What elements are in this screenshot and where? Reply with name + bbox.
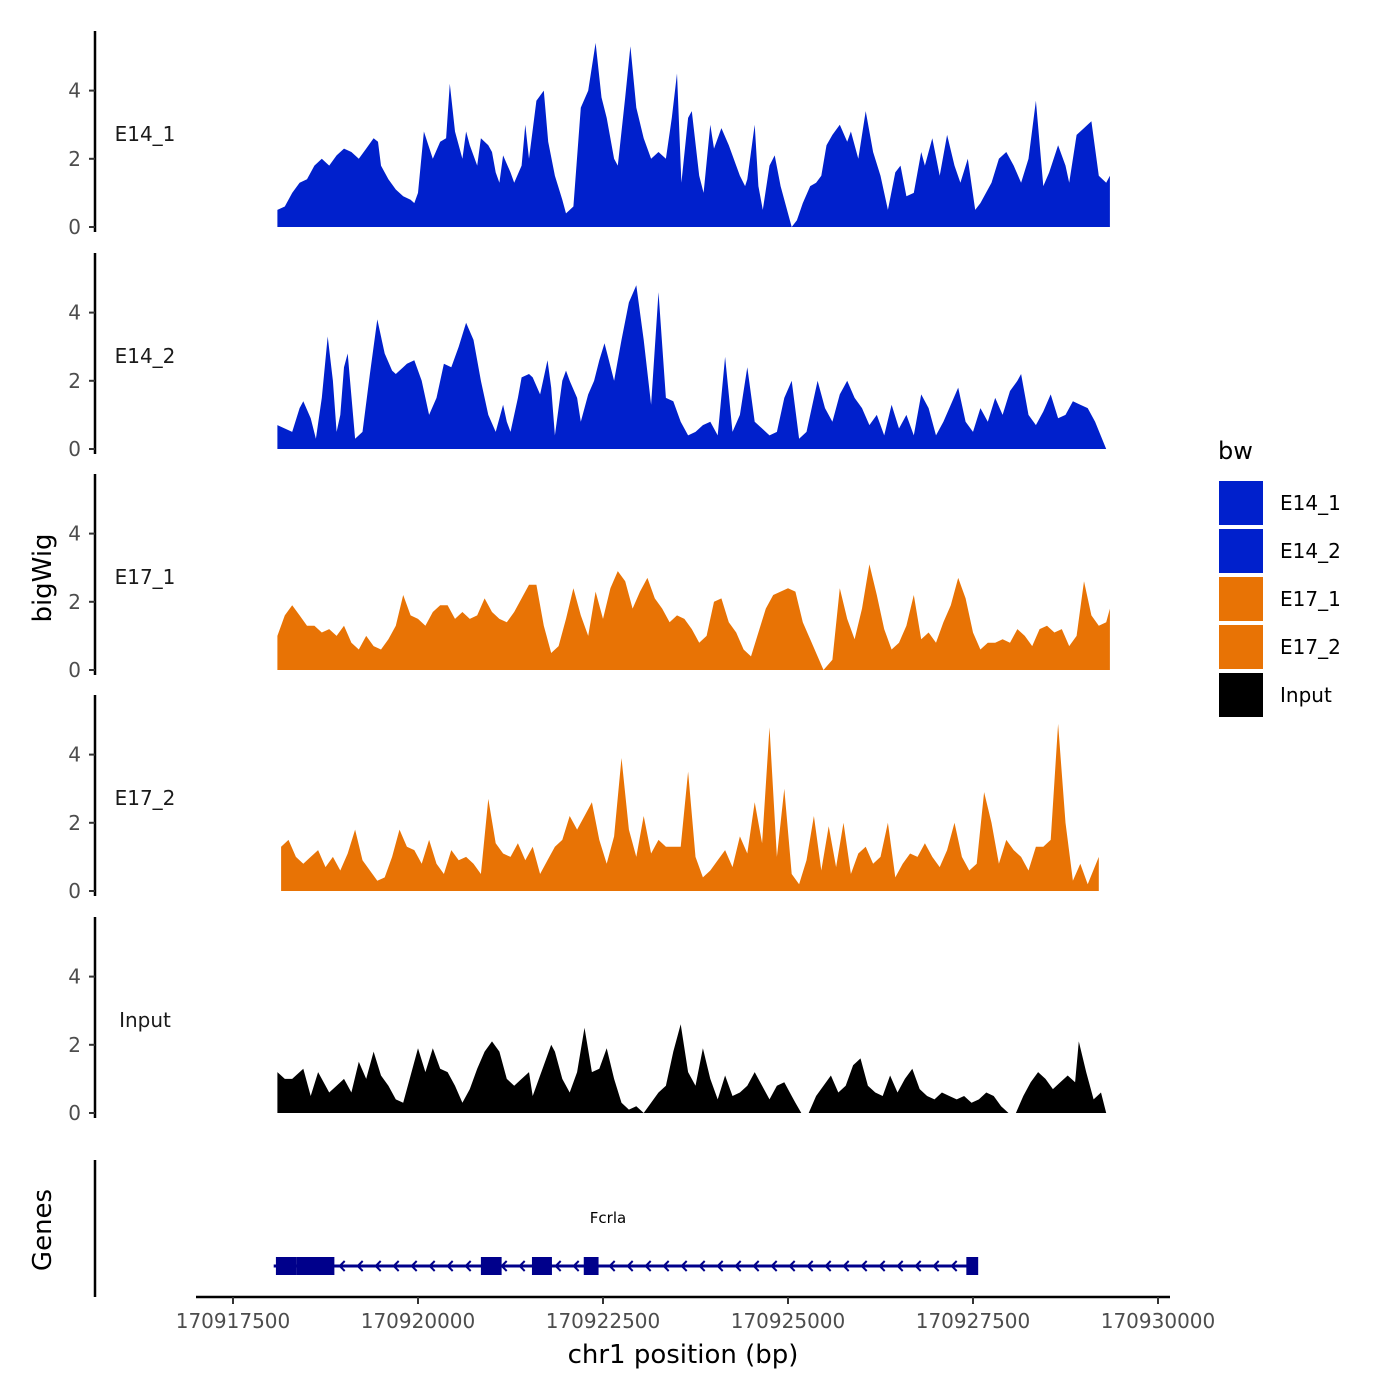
gene-exon xyxy=(966,1257,979,1275)
strand-arrow xyxy=(572,1260,580,1272)
track-E17_2: 0 2 4 E17_2 xyxy=(68,695,1099,903)
strand-arrow xyxy=(752,1260,760,1272)
y-tick-label: 0 xyxy=(68,879,81,903)
y-tick-label: 2 xyxy=(68,811,81,835)
strand-arrow xyxy=(554,1260,562,1272)
gene-Fcrla: Fcrla xyxy=(273,1209,979,1275)
legend-swatch-E17_1 xyxy=(1219,577,1263,621)
y-tick-label: 2 xyxy=(68,1033,81,1057)
y-tick-label: 2 xyxy=(68,147,81,171)
track-E14_1: 0 2 4 E14_1 xyxy=(68,31,1110,239)
legend-swatch-E14_1 xyxy=(1219,481,1263,525)
x-axis-title: chr1 position (bp) xyxy=(568,1340,799,1370)
x-tick-label: 170922500 xyxy=(546,1309,661,1333)
strand-arrow xyxy=(518,1260,526,1272)
y-tick-label: 0 xyxy=(68,1101,81,1125)
y-tick-label: 0 xyxy=(68,437,81,461)
y-tick-label: 0 xyxy=(68,215,81,239)
strand-arrow xyxy=(662,1260,670,1272)
gene-layer: Fcrla xyxy=(93,1160,979,1297)
strand-arrow xyxy=(734,1260,742,1272)
strand-arrow xyxy=(860,1260,868,1272)
strand-arrow xyxy=(914,1260,922,1272)
strand-arrow xyxy=(608,1260,616,1272)
track-label-E17_1: E17_1 xyxy=(115,565,176,589)
strand-arrow xyxy=(392,1260,400,1272)
y-tick-label: 4 xyxy=(68,965,81,989)
strand-arrow xyxy=(410,1260,418,1272)
strand-arrow xyxy=(500,1260,508,1272)
x-tick-label: 170917500 xyxy=(176,1309,291,1333)
legend-label-E14_1: E14_1 xyxy=(1280,491,1341,515)
y-tick-label: 4 xyxy=(68,79,81,103)
strand-arrow xyxy=(626,1260,634,1272)
strand-arrow xyxy=(788,1260,796,1272)
strand-arrow xyxy=(842,1260,850,1272)
legend-label-E17_2: E17_2 xyxy=(1280,635,1341,659)
x-tick-label: 170920000 xyxy=(361,1309,476,1333)
strand-arrow xyxy=(680,1260,688,1272)
strand-arrow xyxy=(356,1260,364,1272)
strand-arrow xyxy=(806,1260,814,1272)
legend-swatch-E14_2 xyxy=(1219,529,1263,573)
y-tick-label: 4 xyxy=(68,301,81,325)
y-tick-label: 2 xyxy=(68,369,81,393)
legend-swatch-Input xyxy=(1219,673,1263,717)
legend-label-E17_1: E17_1 xyxy=(1280,587,1341,611)
x-axis: 170917500 170920000 170922500 170925000 1709… xyxy=(176,1295,1216,1333)
y-tick-label: 4 xyxy=(68,743,81,767)
legend-swatch-E17_2 xyxy=(1219,625,1263,669)
gene-exon xyxy=(275,1257,297,1275)
legend-label-Input: Input xyxy=(1280,683,1332,707)
strand-arrow xyxy=(770,1260,778,1272)
signal-area-E14_1 xyxy=(277,42,1110,228)
track-label-E14_2: E14_2 xyxy=(115,344,176,368)
legend-title: bw xyxy=(1218,437,1253,465)
tracks-layer: 0 2 4 E14_1 0 2 4 E14_2 0 2 4 E17_1 0 2 4 E17_2 0 2 4 Input xyxy=(68,31,1110,1125)
x-tick-label: 170925000 xyxy=(731,1309,846,1333)
track-E14_2: 0 2 4 E14_2 xyxy=(68,253,1107,461)
strand-arrow xyxy=(698,1260,706,1272)
legend-label-E14_2: E14_2 xyxy=(1280,539,1341,563)
track-label-E14_1: E14_1 xyxy=(115,122,176,146)
strand-arrow xyxy=(446,1260,454,1272)
strand-arrow xyxy=(950,1260,958,1272)
signal-area-E17_1 xyxy=(277,564,1110,670)
y-tick-label: 0 xyxy=(68,658,81,682)
legend: bw E14_1 E14_2 E17_1 E17_2 Input xyxy=(1218,437,1341,717)
strand-arrow xyxy=(428,1260,436,1272)
track-label-Input: Input xyxy=(119,1008,171,1032)
gene-exon xyxy=(531,1257,552,1275)
strand-arrow xyxy=(716,1260,724,1272)
strand-arrow xyxy=(896,1260,904,1272)
y-axis-title: bigWig xyxy=(28,533,58,622)
signal-area-E17_2 xyxy=(281,723,1099,891)
gene-exon xyxy=(480,1257,502,1275)
y-tick-label: 4 xyxy=(68,522,81,546)
track-label-E17_2: E17_2 xyxy=(115,786,176,810)
strand-arrow xyxy=(338,1260,346,1272)
y-tick-label: 2 xyxy=(68,590,81,614)
strand-arrow xyxy=(464,1260,472,1272)
genes-axis-title: Genes xyxy=(28,1189,58,1271)
strand-arrow xyxy=(932,1260,940,1272)
strand-arrow xyxy=(374,1260,382,1272)
strand-arrow xyxy=(644,1260,652,1272)
strand-arrow xyxy=(824,1260,832,1272)
signal-area-Input xyxy=(277,1024,1107,1113)
track-Input: 0 2 4 Input xyxy=(68,917,1107,1125)
gene-exon xyxy=(296,1257,335,1275)
x-tick-label: 170930000 xyxy=(1101,1309,1216,1333)
track-E17_1: 0 2 4 E17_1 xyxy=(68,474,1110,682)
signal-area-E14_2 xyxy=(277,285,1107,449)
x-tick-label: 170927500 xyxy=(916,1309,1031,1333)
gene-label: Fcrla xyxy=(590,1209,626,1227)
strand-arrow xyxy=(878,1260,886,1272)
gene-exon xyxy=(583,1257,599,1275)
